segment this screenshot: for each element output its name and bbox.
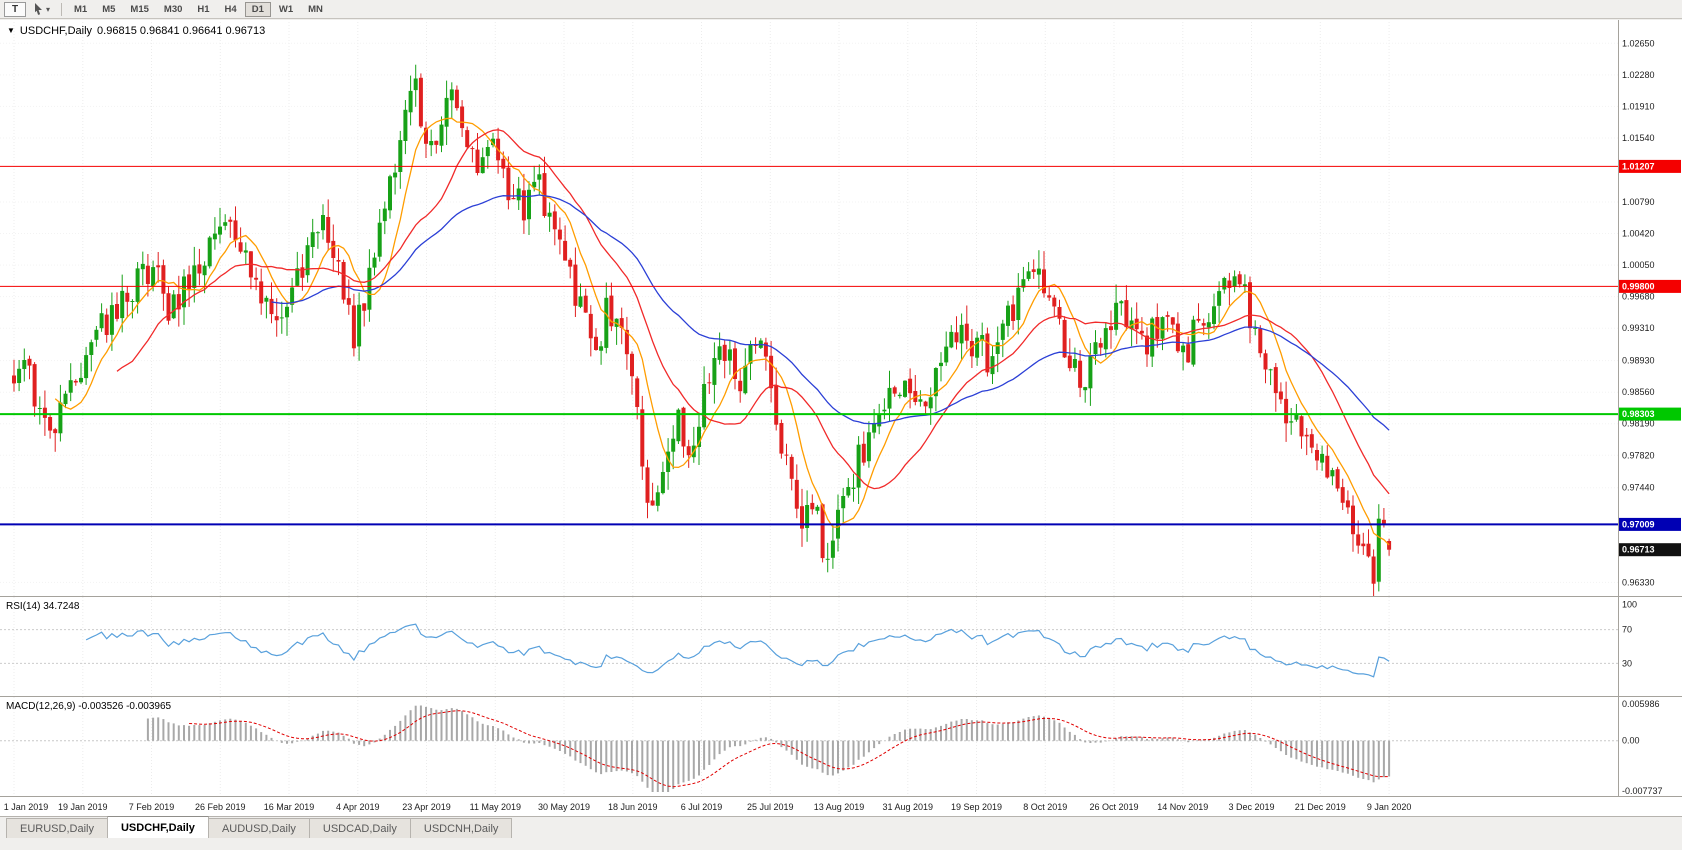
chart-tab-audusd[interactable]: AUDUSD,Daily <box>207 818 310 838</box>
price-level-tags: 1.01207 0.99800 0.98303 0.97009 0.96713 <box>1619 159 1681 557</box>
svg-text:1.01910: 1.01910 <box>1622 101 1655 111</box>
svg-text:30 May 2019: 30 May 2019 <box>538 802 590 812</box>
chart-symbol-label: USDCHF,Daily <box>19 25 93 37</box>
svg-text:11 May 2019: 11 May 2019 <box>470 802 521 812</box>
timeframe-button-m15[interactable]: M15 <box>130 3 149 15</box>
pane-separators <box>0 20 1682 797</box>
chart-tab-usdchf[interactable]: USDCHF,Daily <box>106 816 209 838</box>
cursor-icon <box>35 3 42 15</box>
svg-text:0.97009: 0.97009 <box>1622 519 1655 529</box>
svg-text:1.00050: 1.00050 <box>1622 260 1655 270</box>
chart-window: 1.02650 1.02280 1.01910 1.01540 1.00790 1.004… <box>0 20 1682 816</box>
svg-text:9 Jan 2020: 9 Jan 2020 <box>1367 802 1412 812</box>
svg-text:1 Jan 2019: 1 Jan 2019 <box>4 802 49 812</box>
svg-text:0.99310: 0.99310 <box>1622 323 1655 333</box>
chart-type-button[interactable]: T <box>4 1 26 17</box>
svg-text:23 Apr 2019: 23 Apr 2019 <box>402 802 451 812</box>
timeframe-button-mn[interactable]: MN <box>308 3 323 15</box>
svg-text:1.01540: 1.01540 <box>1622 133 1655 143</box>
timeframe-button-d1[interactable]: D1 <box>244 1 271 17</box>
rsi-pane: 100 70 30 <box>0 599 1637 678</box>
chart-canvas[interactable]: 1.02650 1.02280 1.01910 1.01540 1.00790 1.004… <box>0 20 1682 816</box>
macd-histogram <box>146 705 1391 792</box>
svg-text:7 Feb 2019: 7 Feb 2019 <box>129 802 175 812</box>
cursor-tool-button[interactable]: ▾ <box>28 2 54 17</box>
svg-text:1.01207: 1.01207 <box>1622 161 1655 171</box>
svg-text:19 Jan 2019: 19 Jan 2019 <box>58 802 108 812</box>
macd-signal-line <box>189 710 1390 788</box>
svg-text:0.005986: 0.005986 <box>1622 699 1660 709</box>
svg-text:0.98303: 0.98303 <box>1622 409 1655 419</box>
svg-text:1.02280: 1.02280 <box>1622 70 1655 80</box>
svg-text:1.02650: 1.02650 <box>1622 38 1655 48</box>
svg-text:-0.007737: -0.007737 <box>1622 786 1663 796</box>
svg-text:14 Nov 2019: 14 Nov 2019 <box>1157 802 1208 812</box>
dropdown-caret-icon: ▾ <box>46 4 51 14</box>
macd-pane: 0.005986 0.00 -0.007737 <box>0 699 1663 796</box>
svg-text:0.00: 0.00 <box>1622 736 1640 746</box>
toolbar-separator <box>61 2 63 16</box>
svg-text:19 Sep 2019: 19 Sep 2019 <box>951 802 1002 812</box>
price-level-lines[interactable] <box>0 165 1618 526</box>
svg-text:0.98190: 0.98190 <box>1622 419 1655 429</box>
svg-text:0.98560: 0.98560 <box>1622 387 1655 397</box>
svg-text:70: 70 <box>1622 625 1632 635</box>
timeframe-button-m30[interactable]: M30 <box>163 3 183 15</box>
ma-slow-line <box>271 194 1390 431</box>
chart-marker-icon: ▼ <box>7 26 15 35</box>
timeframe-button-h1[interactable]: H1 <box>197 3 210 15</box>
svg-text:31 Aug 2019: 31 Aug 2019 <box>883 802 934 812</box>
timeframe-button-h4[interactable]: H4 <box>224 3 237 15</box>
chart-title: ▼ USDCHF,Daily 0.96815 0.96841 0.96641 0… <box>7 25 265 37</box>
svg-text:18 Jun 2019: 18 Jun 2019 <box>608 802 658 812</box>
chart-tab-eurusd[interactable]: EURUSD,Daily <box>6 818 108 838</box>
chart-type-label: T <box>11 3 19 15</box>
candles <box>12 64 1392 597</box>
timeframe-button-w1[interactable]: W1 <box>278 3 294 15</box>
svg-text:4 Apr 2019: 4 Apr 2019 <box>336 802 380 812</box>
svg-text:30: 30 <box>1622 658 1632 668</box>
svg-text:0.96713: 0.96713 <box>1622 545 1655 555</box>
timeframe-button-m1[interactable]: M1 <box>74 3 88 15</box>
svg-text:13 Aug 2019: 13 Aug 2019 <box>814 802 865 812</box>
svg-text:25 Jul 2019: 25 Jul 2019 <box>747 802 794 812</box>
svg-text:16 Mar 2019: 16 Mar 2019 <box>264 802 315 812</box>
svg-text:0.98930: 0.98930 <box>1622 356 1655 366</box>
timeframe-button-group: M1 M5 M15 M30 H1 H4 D1 W1 MN <box>67 1 331 17</box>
chart-tab-usdcad[interactable]: USDCAD,Daily <box>308 818 411 838</box>
svg-text:0.97820: 0.97820 <box>1622 450 1655 460</box>
svg-text:26 Oct 2019: 26 Oct 2019 <box>1089 802 1138 812</box>
svg-text:26 Feb 2019: 26 Feb 2019 <box>195 802 246 812</box>
svg-text:100: 100 <box>1622 599 1637 609</box>
svg-text:21 Dec 2019: 21 Dec 2019 <box>1295 802 1346 812</box>
svg-text:0.96330: 0.96330 <box>1622 577 1655 587</box>
chart-tabs-bar: EURUSD,Daily USDCHF,Daily AUDUSD,Daily USDC… <box>0 816 1682 838</box>
svg-text:8 Oct 2019: 8 Oct 2019 <box>1023 802 1067 812</box>
svg-text:1.00790: 1.00790 <box>1622 197 1655 207</box>
svg-text:6 Jul 2019: 6 Jul 2019 <box>681 802 723 812</box>
chart-tab-usdcnh[interactable]: USDCNH,Daily <box>409 818 513 838</box>
price-axis-labels: 1.02650 1.02280 1.01910 1.01540 1.00790 1.004… <box>1622 38 1655 587</box>
chart-background <box>0 20 1682 816</box>
svg-text:0.99800: 0.99800 <box>1622 281 1655 291</box>
date-axis-labels: 1 Jan 2019 19 Jan 2019 7 Feb 2019 26 Feb 20… <box>4 802 1412 812</box>
top-toolbar: T ▾ M1 M5 M15 M30 H1 H4 D1 W1 MN <box>0 0 1682 19</box>
svg-text:1.00420: 1.00420 <box>1622 229 1655 239</box>
macd-indicator-label: MACD(12,26,9) -0.003526 -0.003965 <box>6 701 172 712</box>
svg-text:0.97440: 0.97440 <box>1622 483 1655 493</box>
ma-fast-line <box>54 117 1390 546</box>
rsi-indicator-label: RSI(14) 34.7248 <box>6 601 80 612</box>
timeframe-button-m5[interactable]: M5 <box>102 3 116 15</box>
svg-text:3 Dec 2019: 3 Dec 2019 <box>1228 802 1274 812</box>
chart-ohlc-values: 0.96815 0.96841 0.96641 0.96713 <box>97 25 266 37</box>
ma-medium-line <box>116 129 1390 495</box>
svg-text:0.99680: 0.99680 <box>1622 292 1655 302</box>
